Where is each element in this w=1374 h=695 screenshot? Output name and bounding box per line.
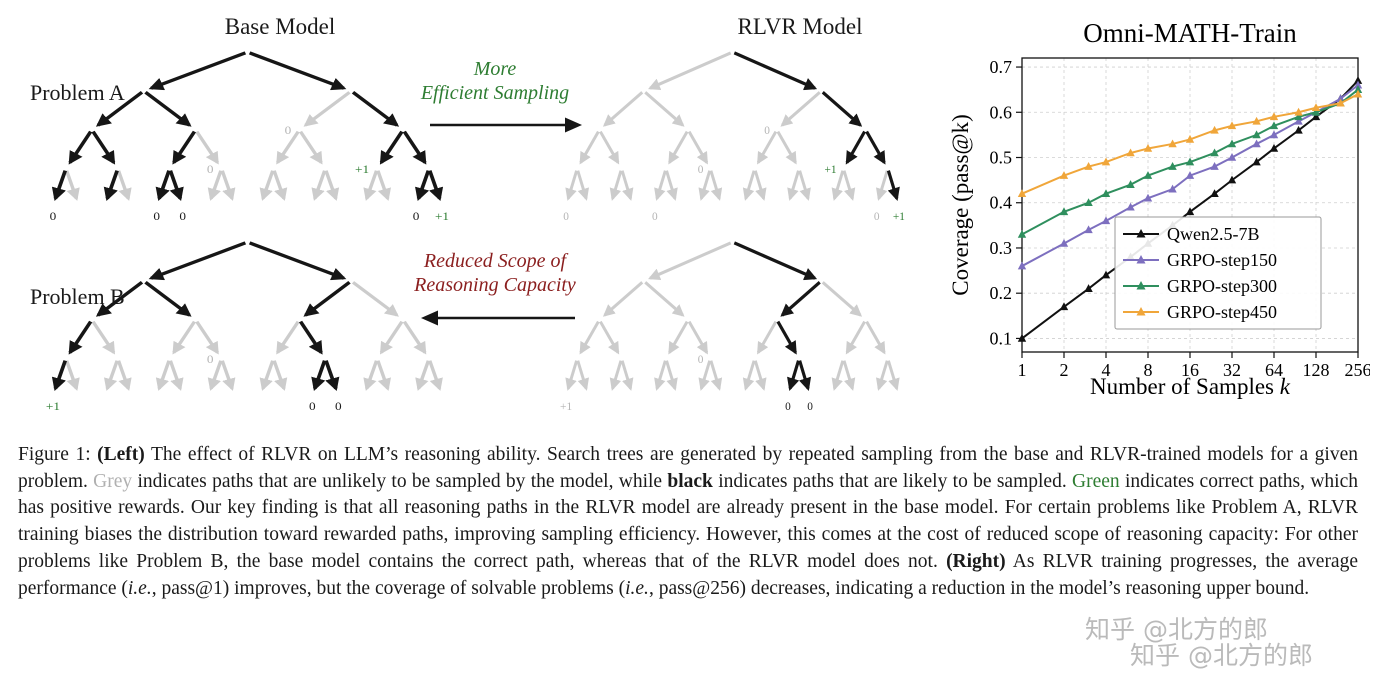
caption-segment: The effect of RLVR on LLM’s reasoning ab… — [18, 444, 1358, 492]
svg-text:0: 0 — [652, 211, 658, 223]
svg-text:Qwen2.5-7B: Qwen2.5-7B — [1167, 224, 1260, 244]
caption-segment: Grey — [93, 470, 133, 492]
svg-text:+1: +1 — [46, 399, 60, 412]
caption-segment: i.e. — [625, 577, 649, 599]
caption-segment: indicates correct paths, which has posit… — [18, 470, 1358, 572]
problem-b-rlvr-tree: +1 0 0 0 — [560, 241, 900, 413]
svg-text:1: 1 — [1018, 360, 1027, 380]
svg-text:0: 0 — [807, 401, 813, 413]
svg-text:0.4: 0.4 — [990, 193, 1013, 213]
svg-text:Number of Samples k: Number of Samples k — [1090, 374, 1291, 399]
svg-text:0: 0 — [50, 209, 57, 222]
svg-text:16: 16 — [1181, 360, 1199, 380]
svg-text:128: 128 — [1303, 360, 1330, 380]
svg-text:0.7: 0.7 — [990, 57, 1013, 77]
svg-text:0: 0 — [764, 125, 770, 137]
svg-text:0: 0 — [413, 209, 420, 222]
caption-segment: Figure 1: — [18, 444, 98, 465]
svg-text:+1: +1 — [824, 164, 836, 176]
svg-text:0.6: 0.6 — [990, 102, 1013, 122]
caption-segment: As RLVR training progresses, the average… — [18, 550, 1358, 599]
svg-text:+1: +1 — [355, 162, 369, 175]
svg-text:2: 2 — [1060, 360, 1069, 380]
left-arrow-icon — [421, 310, 575, 326]
svg-text:0: 0 — [335, 399, 342, 412]
right-arrow-icon — [430, 117, 582, 133]
caption-segment: i.e. — [127, 577, 152, 599]
svg-text:GRPO-step150: GRPO-step150 — [1167, 250, 1277, 270]
svg-text:0: 0 — [309, 399, 316, 412]
svg-text:0: 0 — [785, 401, 791, 413]
svg-text:0: 0 — [285, 124, 292, 137]
svg-text:64: 64 — [1265, 360, 1283, 380]
svg-text:+1: +1 — [435, 209, 449, 222]
watermark: 知乎 @北方的郎 — [1130, 641, 1313, 670]
efficient-sampling-line2: Efficient Sampling — [420, 81, 570, 104]
svg-text:0.5: 0.5 — [990, 148, 1013, 168]
svg-text:0: 0 — [179, 209, 186, 222]
svg-text:256: 256 — [1345, 360, 1371, 380]
svg-text:0.1: 0.1 — [990, 328, 1013, 348]
reduced-scope-text: Reduced Scope of Reasoning Capacity — [395, 250, 595, 297]
coverage-chart: 1 2 4 8 16 32 64 128 256 0.1 0.2 0.3 0.4 0.5 0.6 0.7 Omn… — [950, 18, 1371, 399]
svg-text:GRPO-step450: GRPO-step450 — [1167, 302, 1277, 322]
problem-b-base-tree: +1 0 0 0 — [46, 241, 443, 413]
caption-segment: Green — [1072, 470, 1120, 492]
caption-segment: (Right) — [946, 550, 1006, 572]
svg-text:Omni-MATH-Train: Omni-MATH-Train — [1083, 18, 1297, 48]
caption-segment: (Left) — [97, 444, 145, 465]
svg-text:0: 0 — [563, 211, 569, 223]
svg-text:0: 0 — [207, 352, 214, 365]
base-model-title: Base Model — [224, 14, 336, 39]
reduced-scope-line2: Reasoning Capacity — [414, 273, 576, 296]
svg-text:0.2: 0.2 — [990, 283, 1013, 303]
svg-text:0: 0 — [153, 209, 160, 222]
svg-text:0: 0 — [698, 164, 704, 176]
svg-text:0: 0 — [207, 162, 214, 175]
caption-segment: black — [667, 470, 713, 492]
svg-text:32: 32 — [1223, 360, 1241, 380]
watermark: 知乎 @北方的郎 — [1085, 615, 1268, 644]
caption-segment: , pass@256) decreases, indicating a redu… — [648, 577, 1310, 599]
problem-a-base-tree: 0 0 0 0 +1 +1 0 0 — [50, 51, 449, 223]
svg-text:0: 0 — [874, 211, 880, 223]
reduced-scope-line1: Reduced Scope of — [423, 250, 567, 272]
caption-segment: indicates paths that are unlikely to be … — [132, 470, 668, 492]
svg-text:0: 0 — [698, 354, 704, 366]
svg-text:0.3: 0.3 — [990, 238, 1013, 258]
svg-text:+1: +1 — [560, 401, 572, 413]
efficient-sampling-line1: More — [473, 58, 517, 80]
efficient-sampling-text: More Efficient Sampling — [400, 58, 590, 105]
svg-text:8: 8 — [1144, 360, 1153, 380]
problem-a-label: Problem A — [30, 80, 125, 105]
figure-caption: Figure 1: (Left) The effect of RLVR on L… — [18, 442, 1358, 602]
svg-text:4: 4 — [1102, 360, 1111, 380]
svg-text:Coverage (pass@k): Coverage (pass@k) — [950, 114, 973, 295]
caption-segment: indicates paths that are likely to be sa… — [712, 470, 1072, 492]
svg-text:+1: +1 — [893, 211, 905, 223]
problem-a-rlvr-tree: 0 0 0 0 0 +1 +1 — [563, 51, 905, 223]
svg-text:GRPO-step300: GRPO-step300 — [1167, 276, 1277, 296]
caption-segment: , pass@1) improves, but the coverage of … — [151, 577, 626, 599]
rlvr-model-title: RLVR Model — [737, 14, 863, 39]
